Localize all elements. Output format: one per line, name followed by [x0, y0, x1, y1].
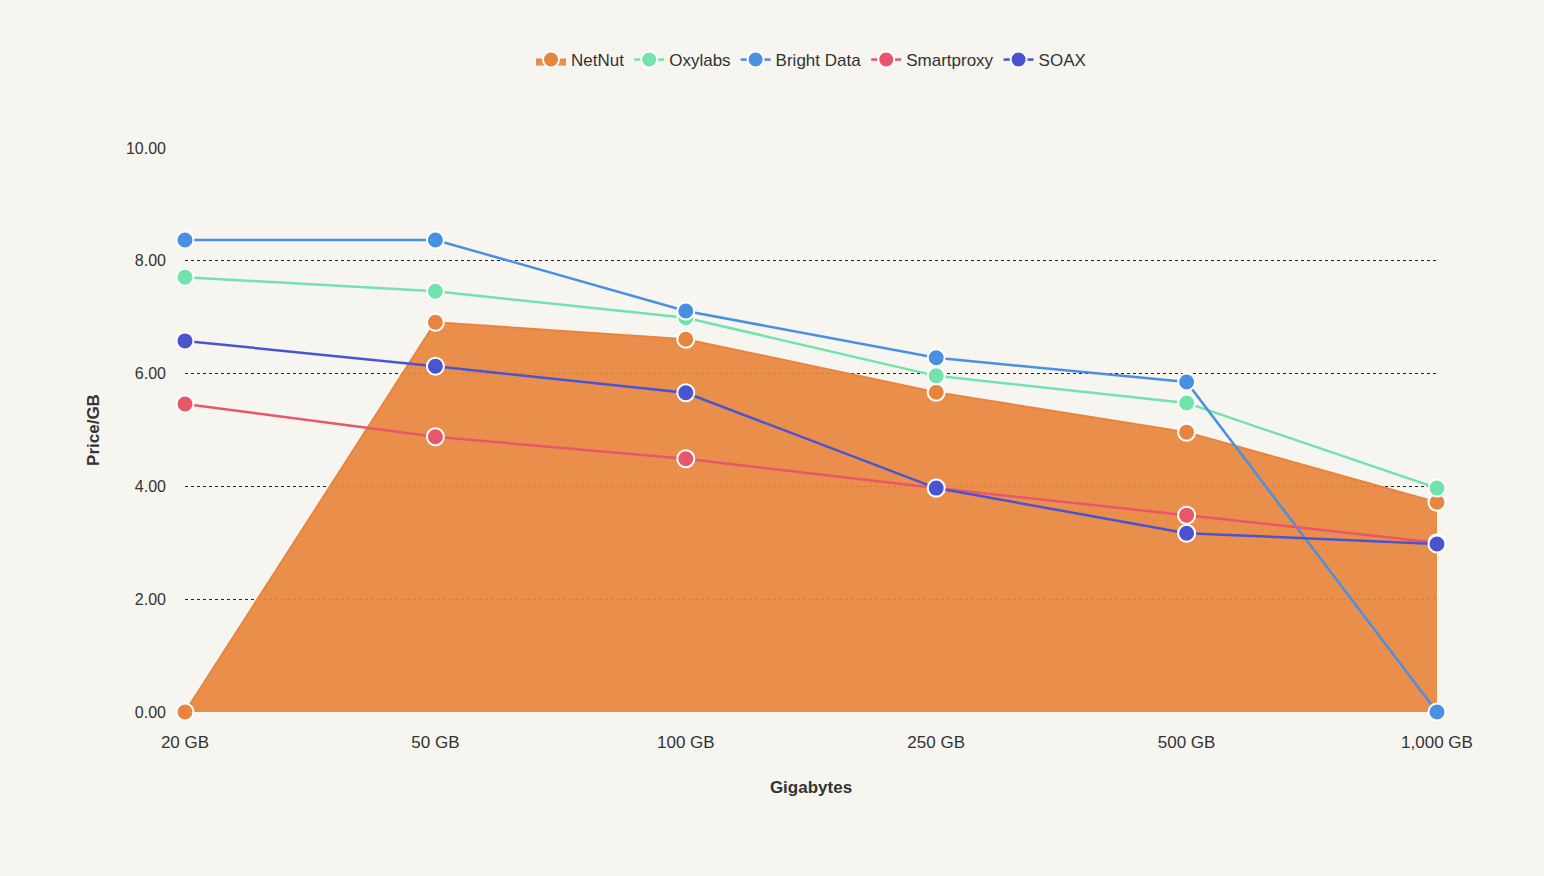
- svg-text:20 GB: 20 GB: [161, 733, 209, 752]
- svg-text:Price/GB: Price/GB: [84, 394, 103, 466]
- svg-text:0.00: 0.00: [135, 704, 166, 721]
- svg-text:SOAX: SOAX: [1039, 51, 1086, 70]
- svg-text:Bright Data: Bright Data: [776, 51, 862, 70]
- svg-text:Gigabytes: Gigabytes: [770, 778, 852, 797]
- svg-text:4.00: 4.00: [135, 478, 166, 495]
- svg-text:NetNut: NetNut: [571, 51, 624, 70]
- svg-text:8.00: 8.00: [135, 252, 166, 269]
- svg-text:Oxylabs: Oxylabs: [669, 51, 730, 70]
- svg-text:50 GB: 50 GB: [411, 733, 459, 752]
- svg-text:250 GB: 250 GB: [907, 733, 965, 752]
- svg-text:100 GB: 100 GB: [657, 733, 715, 752]
- svg-text:500 GB: 500 GB: [1158, 733, 1216, 752]
- svg-text:10.00: 10.00: [126, 140, 166, 157]
- svg-text:2.00: 2.00: [135, 591, 166, 608]
- svg-text:1,000 GB: 1,000 GB: [1401, 733, 1473, 752]
- svg-text:6.00: 6.00: [135, 365, 166, 382]
- svg-text:Smartproxy: Smartproxy: [906, 51, 993, 70]
